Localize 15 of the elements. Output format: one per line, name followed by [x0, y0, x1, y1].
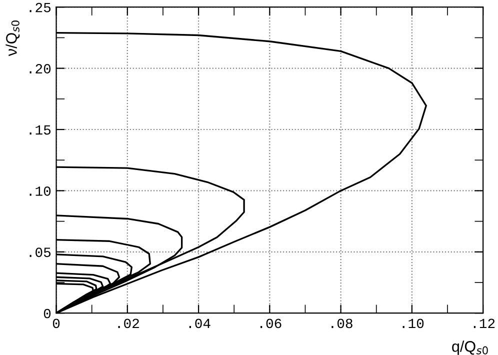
- y-tick-label: .20: [30, 64, 51, 74]
- y-tick-label: 0: [44, 308, 51, 318]
- x-tick-label: 0: [52, 318, 60, 328]
- x-tick-label: .06: [260, 318, 282, 328]
- y-axis-title: ν/Q$_{s0}$: [6, 20, 20, 56]
- y-tick-label: .10: [30, 186, 51, 196]
- x-axis-title: q/Q$_{s0}$: [452, 340, 488, 355]
- x-tick-label: .08: [332, 318, 352, 328]
- x-tick-label: .10: [402, 318, 424, 328]
- y-tick-label: .15: [30, 125, 51, 135]
- y-tick-label: .05: [30, 248, 51, 258]
- x-tick-label: .04: [189, 318, 210, 328]
- y-tick-label: .25: [30, 2, 51, 12]
- x-tick-label: .12: [474, 318, 495, 328]
- x-tick-label: .02: [118, 318, 139, 328]
